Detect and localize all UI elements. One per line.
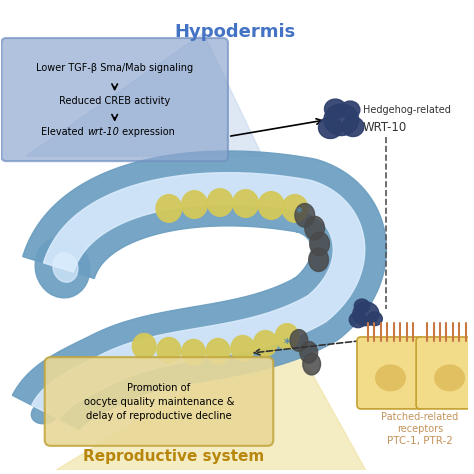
Ellipse shape [290,329,308,351]
Text: Patched-related: Patched-related [382,412,459,422]
Text: WRT-10: WRT-10 [363,121,407,134]
FancyBboxPatch shape [1,38,228,161]
Ellipse shape [325,99,346,119]
Ellipse shape [310,232,329,255]
Ellipse shape [35,237,90,298]
Ellipse shape [376,365,405,391]
FancyBboxPatch shape [45,357,273,446]
Ellipse shape [353,302,379,326]
Ellipse shape [156,195,182,222]
Text: receptors: receptors [397,424,443,434]
Text: wrt-10: wrt-10 [87,127,119,137]
Text: Hedgehog-related: Hedgehog-related [363,105,451,115]
Ellipse shape [340,101,360,119]
FancyBboxPatch shape [357,337,424,409]
Text: Reduced CREB activity: Reduced CREB activity [59,96,170,106]
Ellipse shape [53,253,78,282]
Text: Promotion of
oocyte quality maintenance &
delay of reproductive decline: Promotion of oocyte quality maintenance … [84,383,234,420]
Ellipse shape [303,353,320,375]
Text: PTC-1, PTR-2: PTC-1, PTR-2 [387,436,453,446]
Ellipse shape [295,203,315,227]
Text: *: * [296,206,302,219]
Ellipse shape [282,195,308,222]
Ellipse shape [342,117,364,137]
Ellipse shape [157,337,181,363]
Text: Hypodermis: Hypodermis [174,23,295,41]
Ellipse shape [349,312,367,328]
Ellipse shape [31,401,60,424]
Ellipse shape [206,338,230,364]
Ellipse shape [319,117,342,138]
Ellipse shape [309,248,328,272]
Ellipse shape [132,334,156,359]
Text: Reproductive system: Reproductive system [83,449,264,464]
Ellipse shape [435,365,465,391]
Ellipse shape [355,299,370,313]
Text: expression: expression [118,127,174,137]
Text: Lower TGF-β Sma/Mab signaling: Lower TGF-β Sma/Mab signaling [36,63,193,73]
Ellipse shape [324,104,358,136]
Ellipse shape [207,189,233,216]
Ellipse shape [254,330,277,356]
Ellipse shape [305,216,325,240]
Ellipse shape [367,312,383,326]
Polygon shape [12,151,386,429]
Ellipse shape [233,190,258,217]
Polygon shape [32,173,365,419]
Ellipse shape [258,191,284,219]
Text: Elevated: Elevated [41,127,87,137]
Ellipse shape [300,341,318,363]
Ellipse shape [275,324,299,349]
Text: *: * [284,337,290,350]
FancyBboxPatch shape [416,337,474,409]
Polygon shape [26,33,263,156]
Ellipse shape [231,336,255,361]
Ellipse shape [182,191,207,219]
Ellipse shape [182,339,205,365]
Polygon shape [55,328,366,471]
